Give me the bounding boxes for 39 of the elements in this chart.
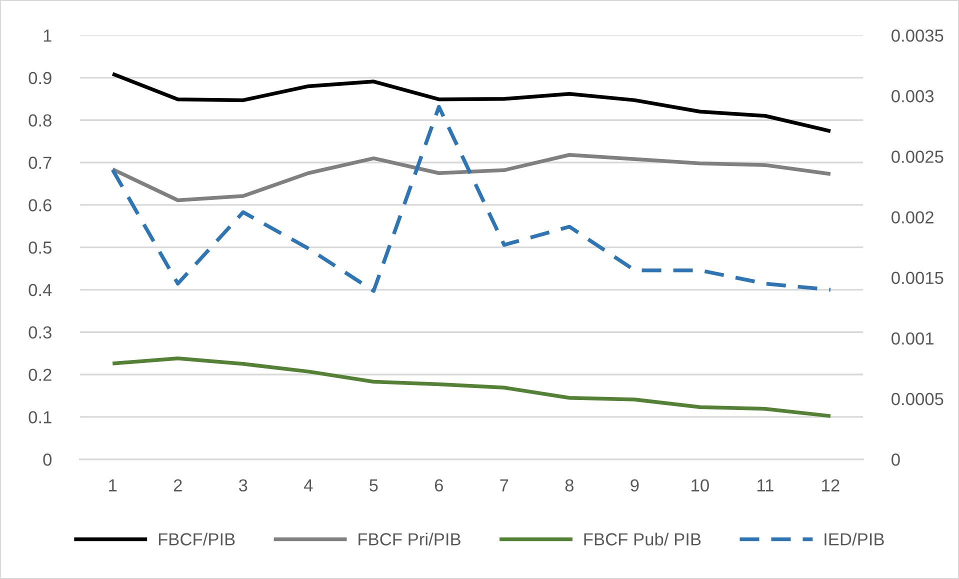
legend-label: FBCF/PIB (158, 532, 235, 546)
y-tick-label: 0.5 (28, 241, 52, 254)
x-tick-label: 10 (692, 479, 709, 492)
y2-tick-label: 0.0015 (892, 272, 944, 284)
y-tick-label: 0.4 (28, 284, 52, 296)
legend-label: FBCF Pub/ PIB (584, 532, 701, 546)
line-series (110, 356, 832, 418)
y-tick-label: 0.1 (28, 411, 52, 424)
y2-tick-label: 0.003 (892, 90, 934, 102)
y-tick-label: 0 (43, 453, 52, 466)
y-tick-label: 0.9 (28, 72, 52, 84)
x-tick-label: 1 (109, 479, 117, 492)
y2-tick-label: 0.0035 (892, 29, 944, 42)
line-series (110, 72, 832, 134)
y-tick-label: 0.3 (28, 326, 52, 339)
y2-tick-label: 0 (892, 453, 900, 466)
x-tick-label: 2 (174, 479, 182, 492)
y-tick-label: 0.6 (28, 199, 52, 212)
x-tick-label: 12 (822, 479, 840, 492)
x-tick-label: 8 (565, 479, 574, 492)
legend-label: FBCF Pri/PIB (358, 532, 460, 546)
line-series (110, 153, 832, 202)
y-tick-label: 0.2 (28, 368, 52, 381)
y-tick-label: 0.8 (28, 114, 52, 127)
x-tick-label: 11 (758, 479, 774, 492)
y-tick-label: 1 (44, 30, 52, 42)
x-tick-label: 7 (500, 479, 508, 492)
y2-tick-label: 0.002 (892, 211, 934, 224)
y2-tick-label: 0.0005 (892, 392, 944, 406)
y2-tick-label: 0.0025 (892, 150, 944, 163)
x-tick-label: 5 (370, 479, 378, 492)
legend-label: IED/PIB (824, 532, 884, 546)
x-tick-label: 3 (238, 479, 248, 492)
y-tick-label: 0.7 (28, 156, 52, 169)
x-tick-label: 9 (630, 479, 639, 492)
x-tick-label: 6 (434, 479, 443, 492)
line-series (110, 104, 832, 293)
x-tick-label: 4 (304, 479, 313, 492)
y2-tick-label: 0.001 (892, 332, 934, 345)
